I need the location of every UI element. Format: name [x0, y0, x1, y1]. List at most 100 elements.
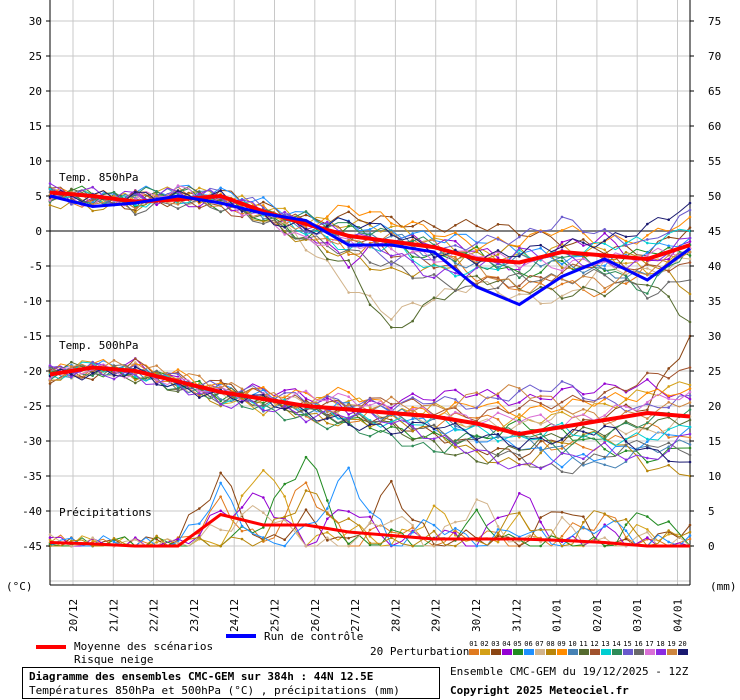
- y-left-tick-label: -15: [22, 330, 42, 343]
- x-tick-label: 31/12: [510, 599, 523, 632]
- t850-perturbation-line-point: [518, 252, 521, 255]
- t500-perturbation-line-point: [667, 441, 670, 445]
- precip-perturbation-line-point: [283, 482, 286, 486]
- t500-perturbation-line-point: [368, 434, 372, 438]
- precip-perturbation-line-point: [560, 510, 564, 514]
- precip-perturbation-line-point: [496, 516, 500, 520]
- t500-perturbation-line-point: [603, 455, 606, 459]
- precip-perturbation-line-point: [368, 521, 372, 524]
- t500-perturbation-line-point: [198, 392, 201, 395]
- t850-perturbation-line-point: [496, 278, 500, 282]
- y-right-tick-label: 25: [708, 365, 721, 378]
- t500-perturbation-line-point: [582, 397, 585, 400]
- t850-perturbation-line-point: [560, 240, 564, 244]
- t500-perturbation-line-point: [539, 389, 542, 393]
- t850-perturbation-line-point: [688, 236, 692, 240]
- perturbation-swatch: [567, 649, 578, 655]
- t500-perturbation-line-point: [688, 394, 692, 397]
- t850-perturbation-line: [49, 186, 691, 329]
- precip-perturbation-line-point: [390, 479, 393, 483]
- t850-perturbation-line-point: [539, 271, 542, 274]
- t500-perturbation-line-point: [539, 401, 542, 405]
- t500-perturbation-line-point: [582, 461, 585, 465]
- t850-perturbation-line-point: [496, 253, 500, 256]
- t850-perturbation-line-point: [518, 276, 521, 280]
- t850-perturbation-line-point: [539, 285, 542, 289]
- t500-perturbation-line-point: [624, 440, 628, 443]
- t850-perturbation-line-point: [518, 271, 521, 275]
- t850-perturbation-line-point: [134, 210, 137, 214]
- t500-perturbation-line-point: [475, 448, 478, 452]
- t850-perturbation-line-point: [667, 235, 670, 239]
- precip-perturbation-line-point: [646, 536, 649, 539]
- precip-perturbation-line-point: [582, 542, 585, 546]
- t500-perturbation-line-point: [411, 392, 414, 395]
- t500-perturbation-line-point: [347, 413, 350, 416]
- t500-perturbation-line-point: [560, 441, 564, 445]
- t500-perturbation-line-point: [667, 367, 670, 370]
- t850-perturbation-line-point: [390, 215, 393, 219]
- x-tick-label: 27/12: [349, 599, 362, 632]
- y-left-tick-label: -10: [22, 295, 42, 308]
- t500-perturbation-line-point: [432, 430, 436, 434]
- precip-perturbation-line-point: [304, 544, 308, 548]
- t500-perturbation-line-point: [262, 388, 265, 392]
- t500-perturbation-line-point: [646, 391, 649, 395]
- t500-perturbation-line-point: [539, 439, 542, 443]
- t500-perturbation-line-point: [496, 397, 500, 400]
- footer-run: Ensemble CMC-GEM du 19/12/2025 - 12Z: [450, 665, 689, 678]
- precip-perturbation-line-point: [283, 495, 286, 498]
- t850-perturbation-line-point: [176, 203, 180, 206]
- t500-perturbation-line-point: [411, 424, 414, 428]
- t850-perturbation-line-point: [560, 271, 564, 274]
- x-tick-label: 03/01: [631, 599, 644, 632]
- precip-perturbation-line-point: [688, 523, 692, 527]
- t850-perturbation-line-point: [496, 249, 500, 252]
- t500-perturbation-line-point: [496, 447, 500, 450]
- t850-perturbation-line-point: [603, 239, 606, 242]
- t500-perturbation-line-point: [411, 438, 414, 442]
- perturbation-code: 03: [491, 640, 500, 648]
- precip-perturbation-line-point: [432, 523, 436, 527]
- t500-perturbation-line-point: [582, 445, 585, 449]
- t850-perturbation-line-point: [70, 197, 73, 200]
- t500-perturbation-line-point: [134, 365, 137, 369]
- t850-perturbation-line-point: [390, 266, 393, 269]
- legend-mean-label: Moyenne des scénarios: [74, 640, 214, 653]
- t850-perturbation-line-point: [326, 241, 329, 244]
- t850-perturbation-line-point: [624, 274, 628, 278]
- precip-perturbation-line-point: [624, 529, 628, 532]
- t500-perturbation-line-point: [368, 403, 372, 407]
- t850-perturbation-line-point: [326, 235, 329, 239]
- t500-perturbation-line-point: [603, 437, 606, 441]
- perturbation-code: 01: [469, 640, 478, 648]
- t850-perturbation-line-point: [326, 224, 329, 228]
- t500-perturbation-line-point: [582, 438, 585, 441]
- t500-perturbation-line-point: [496, 411, 500, 415]
- t500-perturbation-line-point: [432, 439, 436, 443]
- perturbation-swatch: [644, 649, 655, 655]
- t850-perturbation-line-point: [518, 288, 521, 292]
- t500-perturbation-line-point: [518, 407, 521, 410]
- precip-perturbation-line-point: [326, 499, 329, 502]
- t850-perturbation-line-point: [283, 225, 286, 229]
- t500-perturbation-line-point: [326, 410, 329, 413]
- precip-perturbation-line-point: [262, 468, 265, 472]
- t850-perturbation-line-point: [496, 268, 500, 272]
- t500-perturbation-line-point: [603, 397, 606, 401]
- t500-perturbation-line-point: [688, 432, 692, 436]
- precip-perturbation-line-point: [262, 526, 265, 529]
- precip-perturbation-line-point: [411, 544, 414, 548]
- perturbation-swatch: [600, 649, 611, 655]
- precip-perturbation-line-point: [304, 481, 308, 484]
- t850-perturbation-line-point: [134, 207, 137, 210]
- precip-perturbation-line-point: [603, 536, 606, 539]
- precip-perturbation-line-point: [390, 528, 393, 531]
- perturbation-swatch: [655, 649, 666, 655]
- t500-perturbation-line-point: [667, 376, 670, 380]
- t500-perturbation-line-point: [539, 467, 542, 470]
- t850-perturbation-line-point: [454, 264, 457, 268]
- t850-perturbation-line-point: [70, 203, 73, 206]
- t500-perturbation-line-point: [283, 398, 286, 401]
- t850-perturbation-line-point: [646, 292, 649, 295]
